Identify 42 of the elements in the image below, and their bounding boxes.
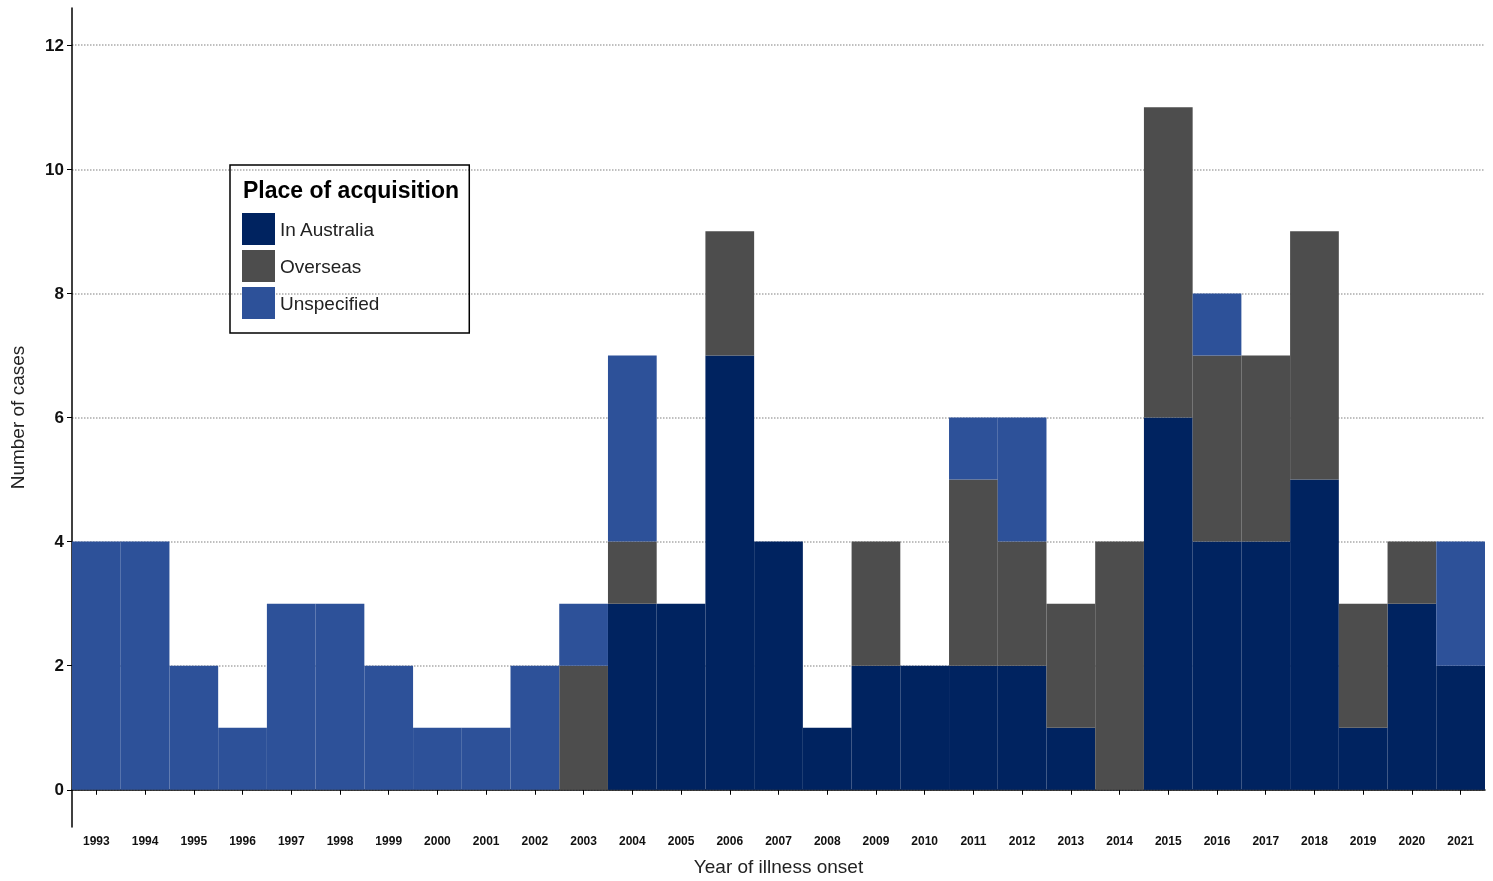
x-tick-label: 2003 (570, 834, 598, 848)
y-tick-label: 8 (54, 283, 64, 303)
x-tick-label: 2018 (1301, 834, 1329, 848)
legend-label: Overseas (280, 255, 362, 277)
x-tick-label: 2010 (911, 834, 939, 848)
y-tick-label: 4 (54, 532, 65, 552)
x-tick-label: 1993 (83, 834, 111, 848)
x-tick-label: 2011 (960, 834, 987, 848)
x-tick-label: 1996 (229, 834, 257, 848)
x-tick-label: 2004 (618, 834, 646, 848)
x-tick-label: 2019 (1349, 834, 1377, 848)
x-tick-label: 1998 (326, 834, 354, 848)
x-tick-label: 2008 (813, 834, 841, 848)
y-tick-label: 2 (54, 656, 64, 676)
x-tick-label: 1999 (375, 834, 403, 848)
y-tick-label: 0 (54, 780, 64, 800)
x-tick-label: 2007 (765, 834, 793, 848)
x-tick-label: 2000 (424, 834, 452, 848)
x-tick-label: 2012 (1008, 834, 1036, 848)
legend-label: In Australia (280, 218, 375, 240)
x-tick-label: 2016 (1203, 834, 1231, 848)
x-tick-label: 2013 (1057, 834, 1085, 848)
y-tick-label: 12 (45, 35, 64, 55)
x-tick-label: 2021 (1447, 834, 1475, 848)
x-tick-label: 2020 (1398, 834, 1426, 848)
x-tick-label: 2014 (1106, 834, 1134, 848)
x-tick-label: 2006 (716, 834, 744, 848)
x-tick-label: 2001 (472, 834, 500, 848)
x-tick-label: 2005 (667, 834, 695, 848)
x-tick-label: 2015 (1154, 834, 1182, 848)
y-tick-label: 6 (54, 408, 64, 427)
x-tick-label: 1997 (277, 834, 305, 848)
x-tick-label: 2002 (521, 834, 549, 848)
legend-label: Unspecified (280, 292, 380, 314)
x-tick-label: 2017 (1252, 834, 1280, 848)
x-axis-title: Year of illness onset (693, 856, 864, 877)
y-axis-title: Number of cases (7, 345, 28, 490)
y-tick-label: 10 (45, 159, 64, 179)
legend-title: Place of acquisition (243, 176, 459, 203)
x-tick-label: 1995 (180, 834, 208, 848)
x-tick-label: 1994 (131, 834, 159, 848)
x-tick-label: 2009 (862, 834, 890, 848)
